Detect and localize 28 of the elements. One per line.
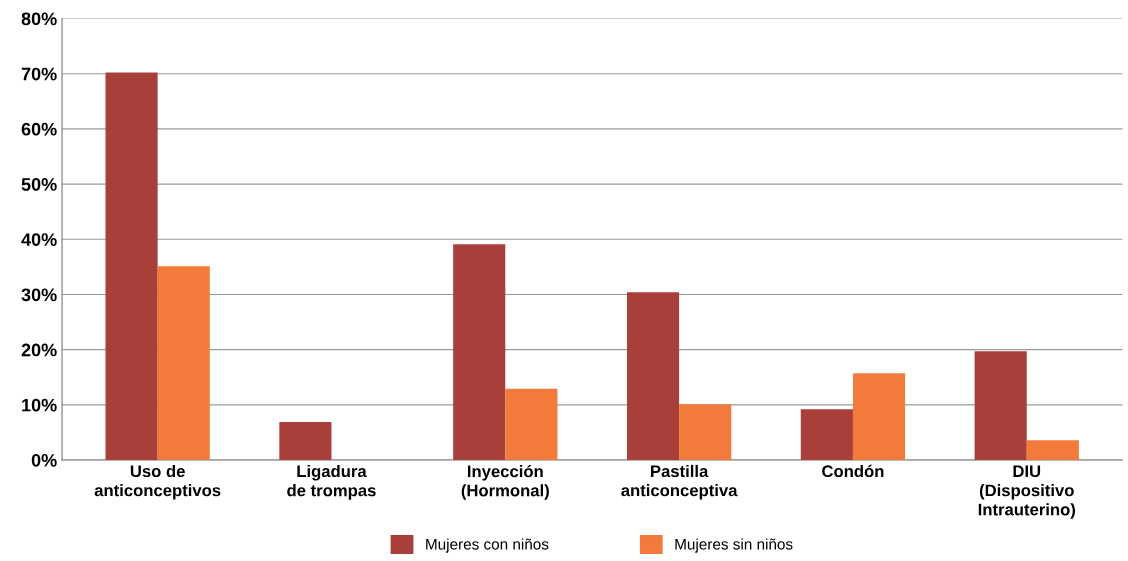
y-tick-label: 0% xyxy=(31,453,57,467)
bar xyxy=(505,388,558,461)
y-tick-label: 50% xyxy=(21,178,57,191)
bar xyxy=(1026,440,1079,461)
y-tick-label: 80% xyxy=(21,12,57,26)
bar xyxy=(974,351,1027,461)
bar xyxy=(626,292,680,461)
x-tick-label: Condón xyxy=(822,464,884,478)
x-tick-label: DIU (Dispositivo Intrauterino) xyxy=(978,465,1075,519)
bar xyxy=(852,373,906,461)
bar xyxy=(679,404,732,461)
bar xyxy=(157,266,210,461)
bar xyxy=(279,421,332,461)
y-tick-label: 60% xyxy=(21,122,57,136)
x-tick-label: Inyección (Hormonal) xyxy=(461,464,549,500)
legend-label: Mujeres sin niños xyxy=(675,538,793,553)
bar xyxy=(453,244,506,461)
x-tick-label: Uso de anticonceptivos xyxy=(94,464,221,500)
y-tick-label: 30% xyxy=(21,288,57,302)
x-tick-label: Pastilla anticonceptiva xyxy=(621,464,738,500)
y-tick-label: 20% xyxy=(21,343,57,357)
legend-label: Mujeres con niños xyxy=(426,538,549,553)
bar xyxy=(800,409,853,461)
y-tick-label: 70% xyxy=(21,67,57,81)
y-tick-label: 40% xyxy=(21,233,57,246)
y-tick-label: 10% xyxy=(22,398,57,412)
bar xyxy=(105,72,158,461)
x-tick-label: Ligadura de trompas xyxy=(287,464,376,500)
